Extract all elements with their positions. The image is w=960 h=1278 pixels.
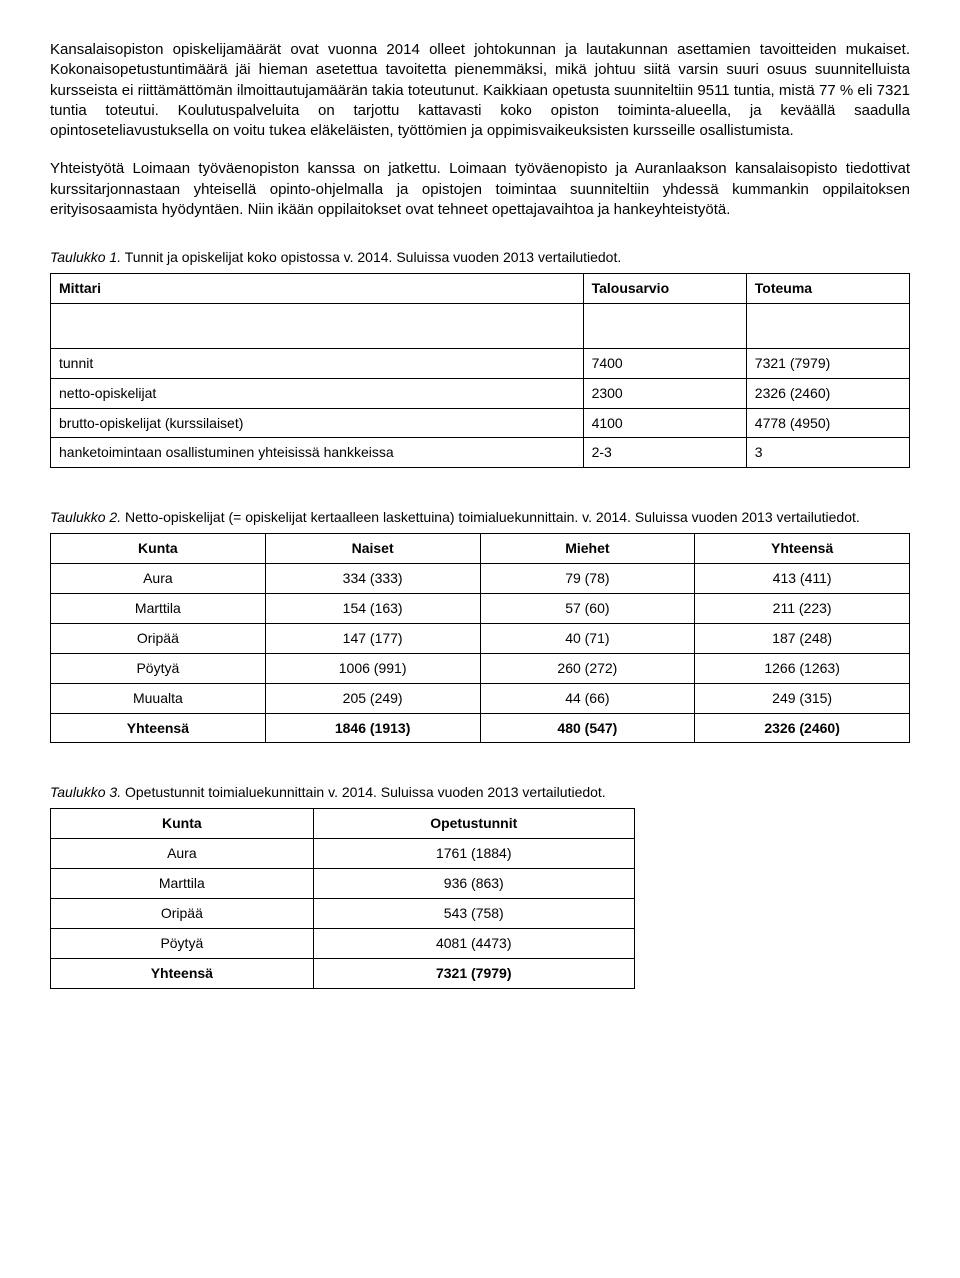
cell: 413 (411) (695, 564, 910, 594)
table-row: Oripää 543 (758) (51, 899, 635, 929)
table1-header-mittari: Mittari (51, 273, 584, 303)
table2-caption: Taulukko 2. Netto-opiskelijat (= opiskel… (50, 508, 910, 527)
cell: 1266 (1263) (695, 653, 910, 683)
cell: 1006 (991) (265, 653, 480, 683)
table-row: brutto-opiskelijat (kurssilaiset) 4100 4… (51, 408, 910, 438)
cell: tunnit (51, 348, 584, 378)
table1: Mittari Talousarvio Toteuma tunnit 7400 … (50, 273, 910, 468)
cell: 249 (315) (695, 683, 910, 713)
table-row: Oripää 147 (177) 40 (71) 187 (248) (51, 623, 910, 653)
cell: 4778 (4950) (746, 408, 909, 438)
table3-header-kunta: Kunta (51, 809, 314, 839)
paragraph-2: Yhteistyötä Loimaan työväenopiston kanss… (50, 159, 910, 220)
table3-caption-prefix: Taulukko 3. (50, 784, 121, 800)
cell: Pöytyä (51, 928, 314, 958)
table3-total-row: Yhteensä 7321 (7979) (51, 958, 635, 988)
table1-caption-rest: Tunnit ja opiskelijat koko opistossa v. … (121, 249, 621, 265)
table1-caption-prefix: Taulukko 1. (50, 249, 121, 265)
cell: netto-opiskelijat (51, 378, 584, 408)
cell: 260 (272) (480, 653, 695, 683)
table2-header-row: Kunta Naiset Miehet Yhteensä (51, 534, 910, 564)
cell: hanketoimintaan osallistuminen yhteisiss… (51, 438, 584, 468)
cell: 4100 (583, 408, 746, 438)
cell: Yhteensä (51, 958, 314, 988)
table-row: Marttila 936 (863) (51, 869, 635, 899)
table-row: Pöytyä 4081 (4473) (51, 928, 635, 958)
cell: 334 (333) (265, 564, 480, 594)
cell: 2326 (2460) (746, 378, 909, 408)
cell: 187 (248) (695, 623, 910, 653)
cell: 154 (163) (265, 594, 480, 624)
cell: 7400 (583, 348, 746, 378)
table-row: Muualta 205 (249) 44 (66) 249 (315) (51, 683, 910, 713)
cell: Oripää (51, 899, 314, 929)
table1-caption: Taulukko 1. Tunnit ja opiskelijat koko o… (50, 248, 910, 267)
table-row: Marttila 154 (163) 57 (60) 211 (223) (51, 594, 910, 624)
cell: 7321 (7979) (746, 348, 909, 378)
table-row: Pöytyä 1006 (991) 260 (272) 1266 (1263) (51, 653, 910, 683)
cell: 211 (223) (695, 594, 910, 624)
table2-header-naiset: Naiset (265, 534, 480, 564)
table2-header-miehet: Miehet (480, 534, 695, 564)
cell: Pöytyä (51, 653, 266, 683)
table3-header-row: Kunta Opetustunnit (51, 809, 635, 839)
cell: brutto-opiskelijat (kurssilaiset) (51, 408, 584, 438)
table3-caption-rest: Opetustunnit toimialuekunnittain v. 2014… (121, 784, 606, 800)
cell: 44 (66) (480, 683, 695, 713)
table1-header-toteuma: Toteuma (746, 273, 909, 303)
cell: 40 (71) (480, 623, 695, 653)
cell: Yhteensä (51, 713, 266, 743)
cell: 147 (177) (265, 623, 480, 653)
cell: 2326 (2460) (695, 713, 910, 743)
cell: 936 (863) (313, 869, 634, 899)
table2-caption-prefix: Taulukko 2. (50, 509, 121, 525)
cell: Marttila (51, 594, 266, 624)
table2-caption-rest: Netto-opiskelijat (= opiskelijat kertaal… (121, 509, 860, 525)
cell: Muualta (51, 683, 266, 713)
table3-header-opetustunnit: Opetustunnit (313, 809, 634, 839)
cell: 543 (758) (313, 899, 634, 929)
table-row: hanketoimintaan osallistuminen yhteisiss… (51, 438, 910, 468)
cell: 1846 (1913) (265, 713, 480, 743)
cell: Aura (51, 839, 314, 869)
table2: Kunta Naiset Miehet Yhteensä Aura 334 (3… (50, 533, 910, 743)
table2-total-row: Yhteensä 1846 (1913) 480 (547) 2326 (246… (51, 713, 910, 743)
table-row: netto-opiskelijat 2300 2326 (2460) (51, 378, 910, 408)
table3: Kunta Opetustunnit Aura 1761 (1884) Mart… (50, 808, 635, 988)
table1-header-row: Mittari Talousarvio Toteuma (51, 273, 910, 303)
cell: 480 (547) (480, 713, 695, 743)
cell: 7321 (7979) (313, 958, 634, 988)
table1-spacer-row (51, 303, 910, 348)
table2-header-kunta: Kunta (51, 534, 266, 564)
table1-header-talousarvio: Talousarvio (583, 273, 746, 303)
cell: 57 (60) (480, 594, 695, 624)
cell: 2300 (583, 378, 746, 408)
cell: Marttila (51, 869, 314, 899)
cell: 205 (249) (265, 683, 480, 713)
cell: 3 (746, 438, 909, 468)
cell: Aura (51, 564, 266, 594)
table-row: Aura 1761 (1884) (51, 839, 635, 869)
cell: Oripää (51, 623, 266, 653)
table-row: tunnit 7400 7321 (7979) (51, 348, 910, 378)
table3-caption: Taulukko 3. Opetustunnit toimialuekunnit… (50, 783, 910, 802)
cell: 2-3 (583, 438, 746, 468)
table-row: Aura 334 (333) 79 (78) 413 (411) (51, 564, 910, 594)
cell: 79 (78) (480, 564, 695, 594)
table2-header-yhteensa: Yhteensä (695, 534, 910, 564)
cell: 4081 (4473) (313, 928, 634, 958)
cell: 1761 (1884) (313, 839, 634, 869)
paragraph-1: Kansalaisopiston opiskelijamäärät ovat v… (50, 40, 910, 141)
